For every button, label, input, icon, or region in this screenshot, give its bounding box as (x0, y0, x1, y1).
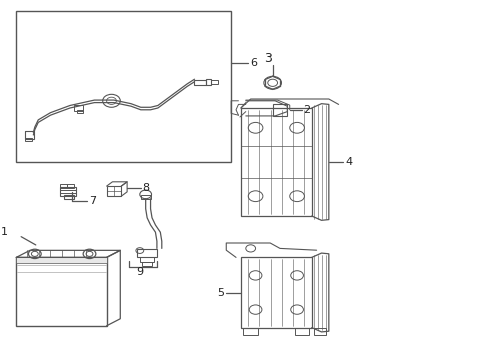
Bar (25, 131, 34, 139)
Bar (16, 11, 231, 162)
Bar (272, 104, 287, 116)
Bar (194, 80, 206, 85)
Bar (241, 108, 312, 216)
Bar (294, 328, 309, 335)
Text: 7: 7 (90, 196, 97, 206)
Bar (74, 105, 83, 111)
Text: 3: 3 (264, 52, 272, 65)
Bar (16, 257, 107, 326)
Text: 8: 8 (143, 183, 150, 193)
Text: 5: 5 (217, 288, 224, 297)
Bar (107, 186, 121, 196)
Text: 9: 9 (136, 267, 143, 277)
Bar (60, 187, 76, 196)
Bar (64, 195, 74, 199)
Bar (314, 328, 326, 335)
Bar (206, 79, 211, 85)
Bar (67, 184, 74, 188)
Text: 6: 6 (251, 58, 258, 68)
Bar (241, 257, 312, 328)
Bar (25, 138, 32, 141)
Bar (142, 262, 152, 266)
Text: 1: 1 (0, 228, 7, 237)
Bar (60, 184, 67, 188)
Bar (211, 80, 218, 84)
Bar (140, 257, 154, 262)
Text: 2: 2 (303, 105, 311, 115)
Bar (244, 328, 258, 335)
Bar (77, 110, 83, 113)
Bar (137, 249, 157, 257)
Bar (141, 195, 150, 199)
Text: 4: 4 (346, 157, 353, 167)
Bar (16, 257, 107, 263)
